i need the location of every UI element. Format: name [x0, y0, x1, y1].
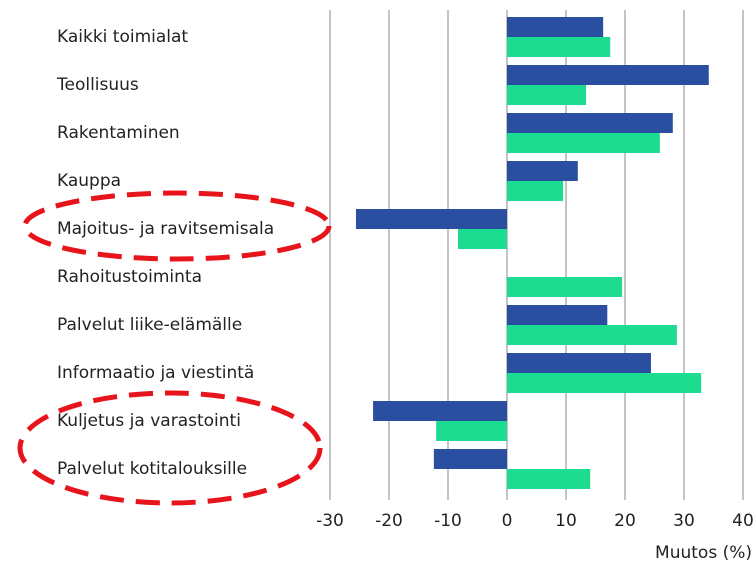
bar	[507, 133, 660, 153]
x-tick-label: -30	[316, 511, 344, 531]
bar	[507, 37, 611, 57]
x-tick-label: 20	[614, 511, 636, 531]
x-tick-label: 10	[555, 511, 577, 531]
category-label: Kaikki toimialat	[57, 27, 188, 47]
bar	[507, 65, 709, 85]
bar	[507, 469, 591, 489]
bar	[507, 373, 702, 393]
highlight-ring	[22, 190, 332, 262]
bar	[507, 113, 673, 133]
x-axis-label: Muutos (%)	[655, 543, 752, 563]
bar	[355, 209, 507, 229]
bar	[507, 85, 587, 105]
bar	[507, 181, 564, 201]
bar	[507, 353, 651, 373]
bar	[436, 421, 507, 441]
highlight-ring	[17, 390, 323, 506]
category-label: Palvelut kotitalouksille	[57, 459, 247, 479]
category-label: Majoitus- ja ravitsemisala	[57, 219, 274, 239]
x-tick-label: -20	[375, 511, 403, 531]
bar	[433, 449, 507, 469]
bar	[507, 161, 578, 181]
category-label: Teollisuus	[56, 75, 139, 95]
category-label: Informaatio ja viestintä	[57, 363, 254, 383]
category-label: Rakentaminen	[57, 123, 180, 143]
bar	[507, 277, 623, 297]
category-label: Rahoitustoiminta	[57, 267, 202, 287]
category-label: Kuljetus ja varastointi	[57, 411, 241, 431]
x-tick-label: 30	[673, 511, 695, 531]
category-label: Kauppa	[57, 171, 121, 191]
category-label: Palvelut liike-elämälle	[57, 315, 242, 335]
bar	[507, 17, 604, 37]
bar	[373, 401, 507, 421]
bar	[507, 305, 608, 325]
bar	[458, 229, 507, 249]
bar	[507, 325, 677, 345]
x-tick-label: -10	[434, 511, 462, 531]
x-tick-label: 0	[502, 511, 513, 531]
x-tick-label: 40	[732, 511, 754, 531]
